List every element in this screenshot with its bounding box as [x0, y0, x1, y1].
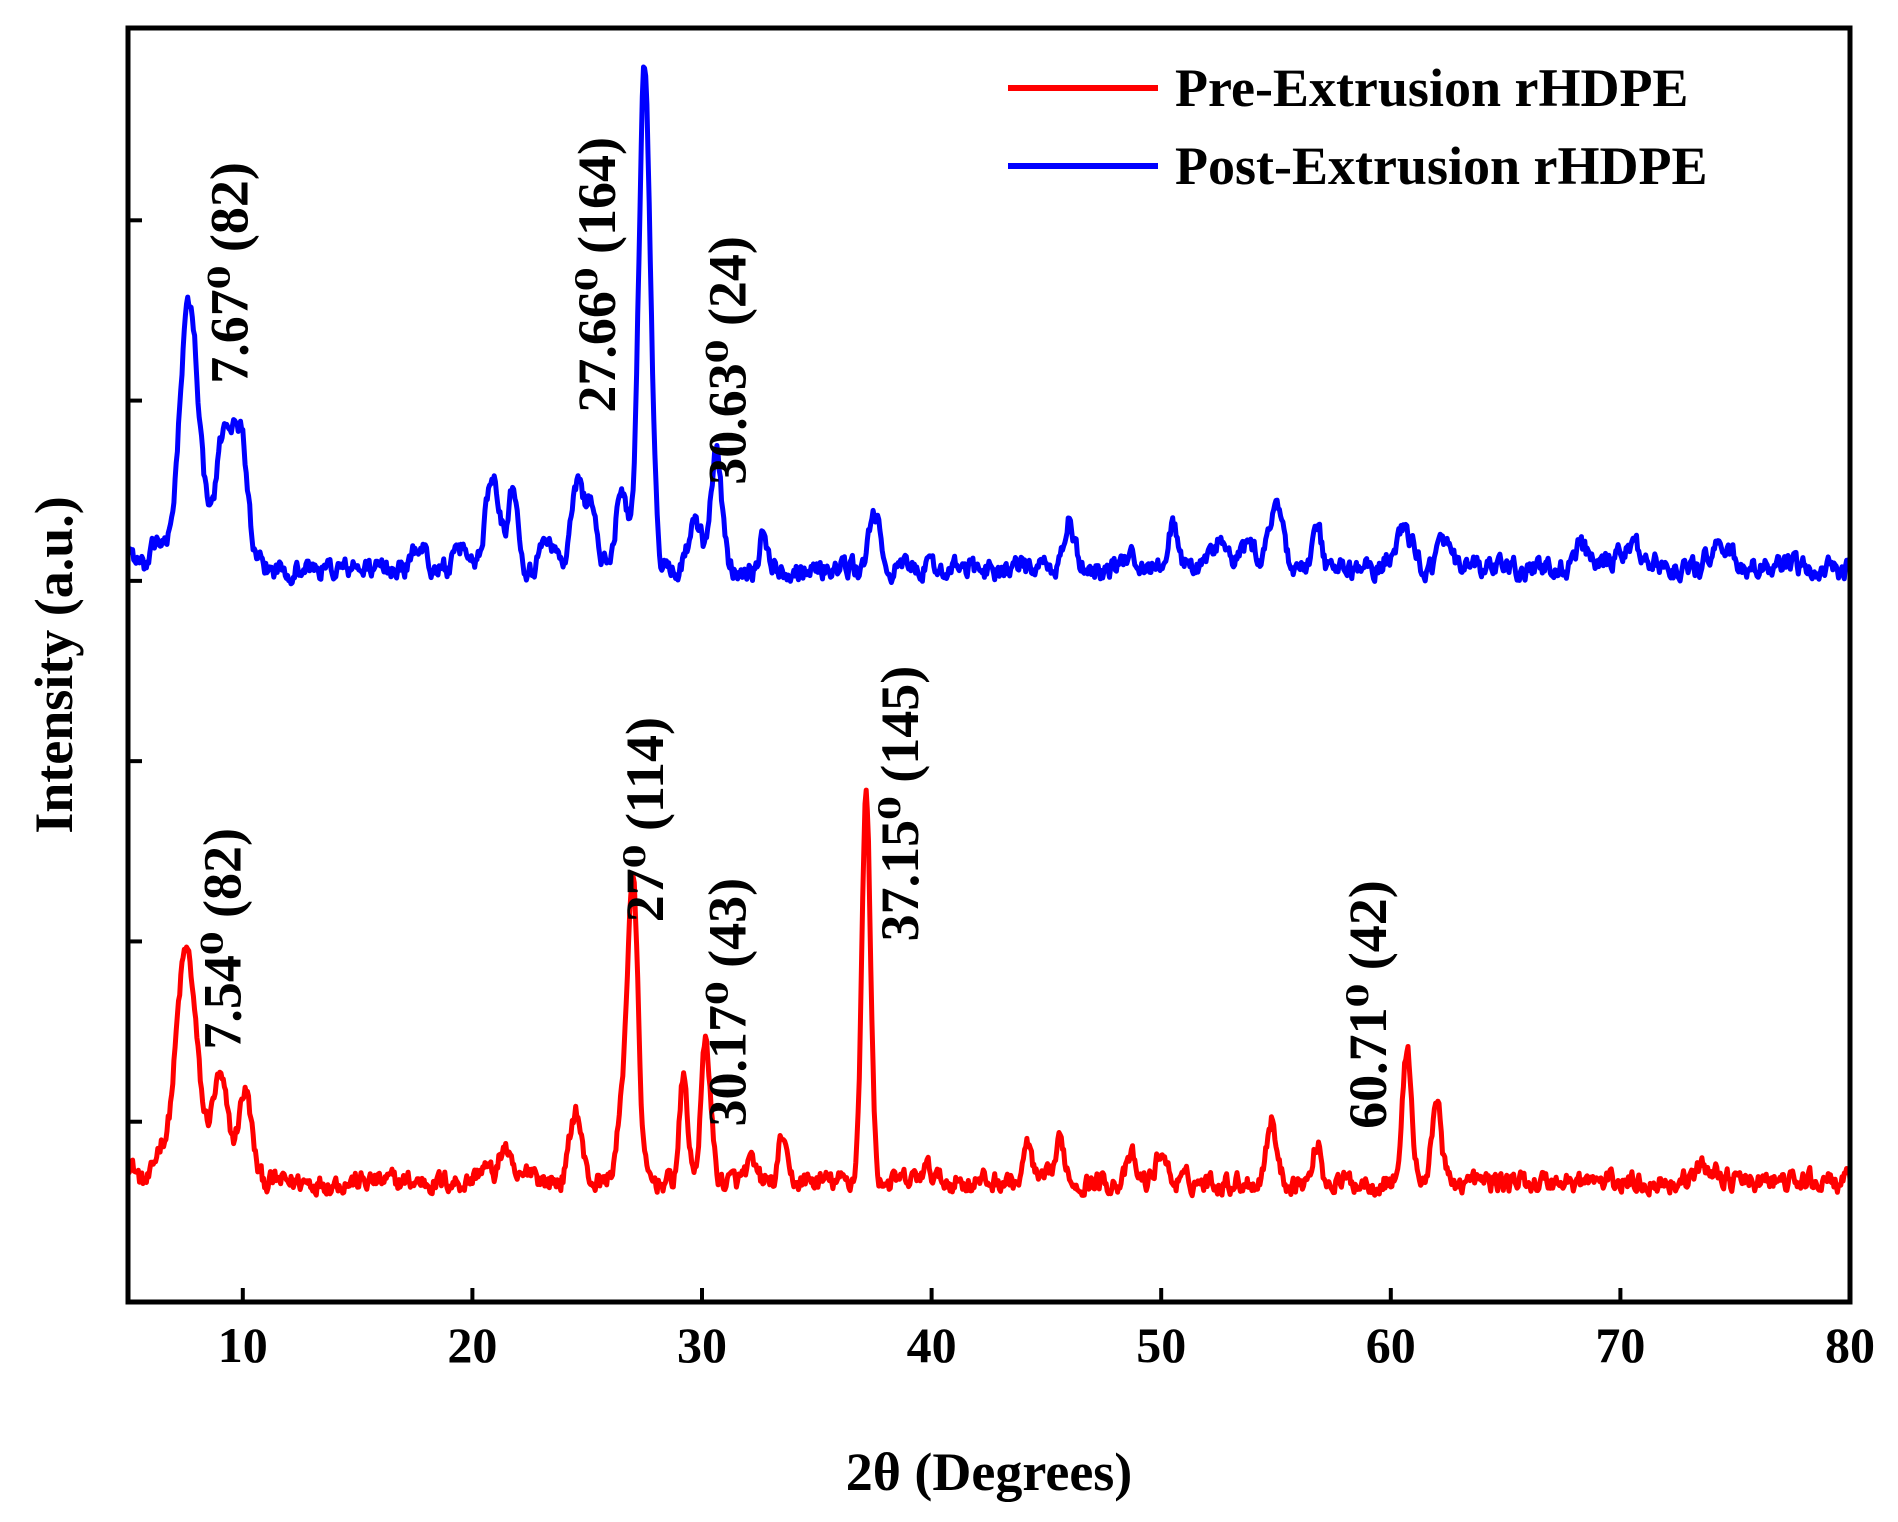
x-axis-label: 2θ (Degrees): [846, 1442, 1133, 1502]
y-axis-label: Intensity (a.u.): [24, 496, 84, 834]
peak-label: 7.67⁰ (82): [199, 162, 259, 384]
series-layer: [128, 64, 1850, 1199]
peak-label: 30.17⁰ (43): [698, 878, 758, 1127]
x-tick-label: 50: [1136, 1317, 1186, 1373]
peak-label-layer: 7.54⁰ (82) 27⁰ (114) 30.17⁰ (43) 37.15⁰ (14…: [193, 137, 1399, 1129]
x-tick-label: 40: [907, 1317, 957, 1373]
x-tick-label: 70: [1595, 1317, 1645, 1373]
peak-label: 7.54⁰ (82): [193, 828, 253, 1050]
peak-label: 37.15⁰ (145): [870, 666, 930, 942]
x-tick-label: 80: [1825, 1317, 1875, 1373]
legend-label: Post-Extrusion rHDPE: [1175, 136, 1708, 196]
peak-label: 27.66⁰ (164): [567, 137, 627, 413]
x-tick-label: 30: [677, 1317, 727, 1373]
series-line-pre-extrusion: [128, 787, 1850, 1199]
legend: Pre-Extrusion rHDPE Post-Extrusion rHDPE: [1008, 58, 1708, 196]
peak-label: 60.71⁰ (42): [1338, 880, 1398, 1129]
plot-frame: [125, 25, 1853, 1305]
axis-layer: 10 20 30 40 50 60 70 80: [128, 218, 1875, 1373]
x-tick-label: 60: [1366, 1317, 1416, 1373]
legend-label: Pre-Extrusion rHDPE: [1175, 58, 1688, 118]
peak-label: 30.63⁰ (24): [698, 236, 758, 485]
series-line-post-extrusion: [128, 64, 1850, 587]
peak-label: 27⁰ (114): [615, 717, 675, 922]
x-tick-label: 10: [218, 1317, 268, 1373]
x-tick-label: 20: [447, 1317, 497, 1373]
